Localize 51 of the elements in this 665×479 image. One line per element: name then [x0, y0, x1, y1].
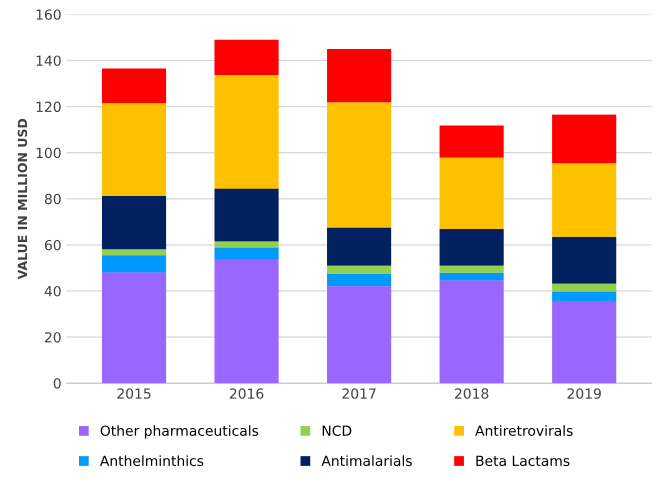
- bar: [102, 196, 166, 250]
- x-tick-label: 2018: [454, 388, 488, 399]
- bar: [214, 241, 279, 248]
- legend-label: Other pharmaceuticals: [100, 425, 258, 439]
- x-tick-label: 2015: [117, 388, 150, 399]
- bar: [552, 302, 616, 384]
- bar: [327, 48, 392, 102]
- bar: [214, 74, 279, 189]
- bar: [440, 125, 504, 158]
- bar: [102, 249, 166, 256]
- bar: [102, 255, 166, 272]
- bar: [214, 40, 279, 75]
- bar: [102, 103, 166, 196]
- bar: [327, 266, 392, 274]
- bar: [440, 228, 504, 266]
- bar: [552, 163, 616, 237]
- bar: [440, 266, 504, 273]
- bar: [440, 158, 504, 229]
- bar: [102, 68, 166, 104]
- y-tick-label: 100: [36, 148, 61, 158]
- y-tick-label: 120: [36, 102, 61, 112]
- y-tick-label: 140: [36, 55, 61, 66]
- y-axis-title: VALUE IN MILLION USD: [18, 118, 28, 280]
- y-tick-label: 20: [44, 332, 61, 343]
- legend-label: NCD: [322, 425, 352, 436]
- legend-label: Antiretrovirals: [475, 425, 573, 436]
- bar: [214, 188, 279, 242]
- bar: [440, 272, 504, 280]
- bar: [552, 114, 616, 164]
- legend-label: Anthelminthics: [100, 455, 204, 466]
- bar: [552, 284, 616, 292]
- y-tick-label: 80: [44, 194, 61, 204]
- bar: [327, 228, 392, 266]
- x-tick-label: 2017: [342, 388, 376, 399]
- x-tick-label: 2016: [230, 388, 264, 399]
- bar: [102, 272, 166, 384]
- bar: [327, 102, 392, 228]
- y-tick-label: 60: [44, 240, 61, 250]
- bar: [440, 280, 504, 384]
- y-tick-label: 160: [36, 9, 61, 20]
- bar: [214, 248, 279, 260]
- bar: [552, 236, 616, 284]
- bar: [552, 292, 616, 302]
- bar: [327, 286, 392, 384]
- x-tick-label: 2019: [568, 388, 601, 399]
- y-tick-label: 0: [54, 378, 61, 389]
- bar: [214, 260, 279, 384]
- y-tick-label: 40: [44, 286, 61, 296]
- bar: [327, 274, 392, 286]
- legend-label: Antimalarials: [321, 455, 412, 466]
- legend-label: Beta Lactams: [476, 456, 570, 466]
